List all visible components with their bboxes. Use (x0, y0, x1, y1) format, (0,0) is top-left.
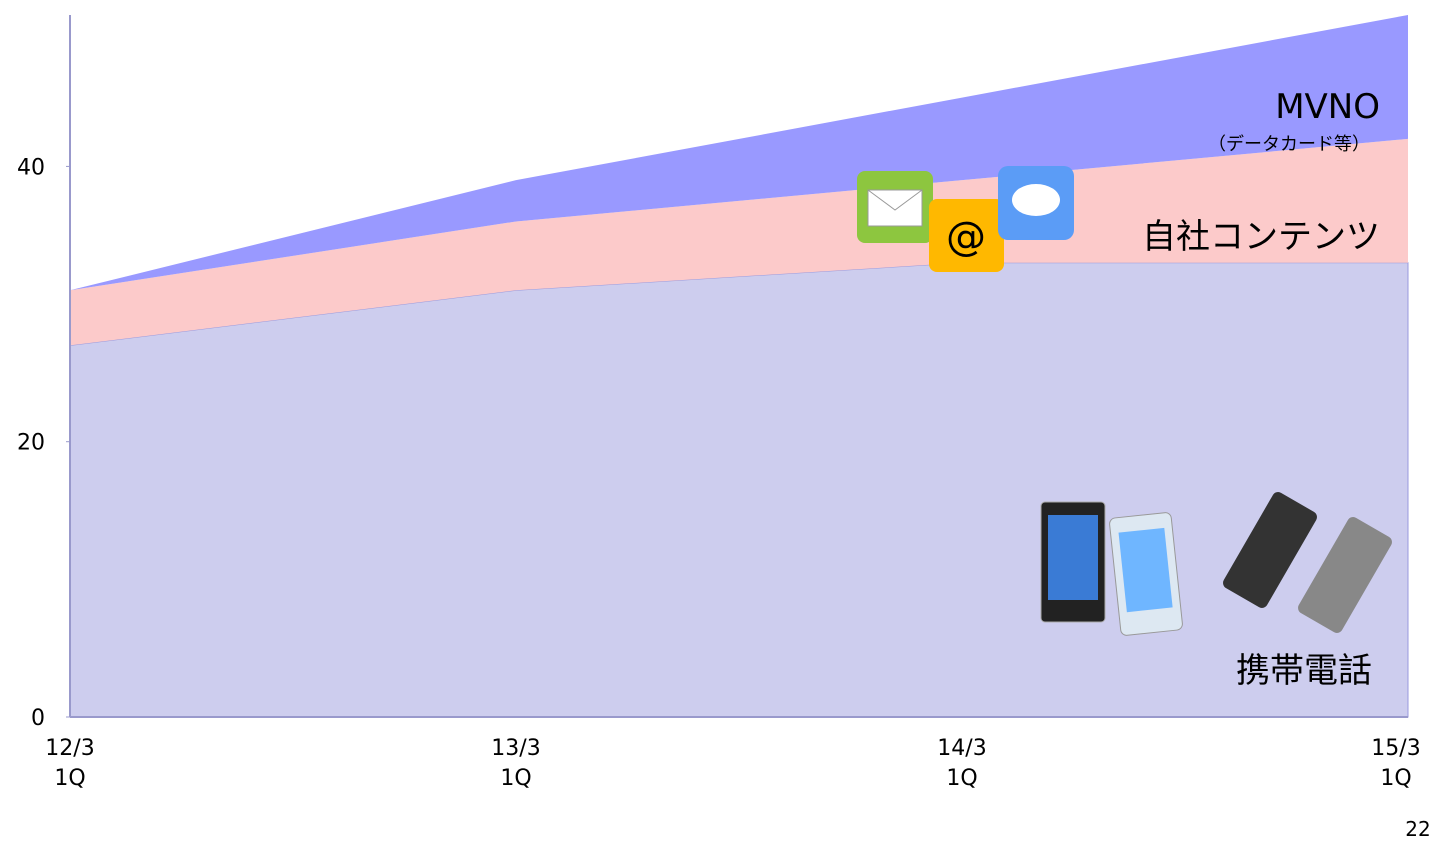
x-tick-label: 13/3 1Q (491, 736, 540, 791)
y-tick-label: 20 (17, 431, 45, 456)
x-tick-label: 14/3 1Q (937, 736, 986, 791)
svg-text:@: @ (946, 214, 986, 260)
x-tick-label: 15/3 1Q (1371, 736, 1420, 791)
areas (69, 15, 1409, 718)
annotation: （データカード等） (1208, 134, 1370, 155)
series-label: 自社コンテンツ (1142, 217, 1380, 257)
area (69, 262, 1409, 718)
page-number: 22 (1405, 817, 1430, 841)
y-tick-label: 0 (31, 706, 45, 731)
area (70, 15, 1408, 291)
series-label: 携帯電話 (1236, 651, 1372, 691)
icons: @ (857, 166, 1392, 636)
y-tick-label: 40 (17, 155, 45, 180)
series-label: MVNO (1275, 87, 1380, 127)
x-tick-label: 12/3 1Q (45, 736, 94, 791)
